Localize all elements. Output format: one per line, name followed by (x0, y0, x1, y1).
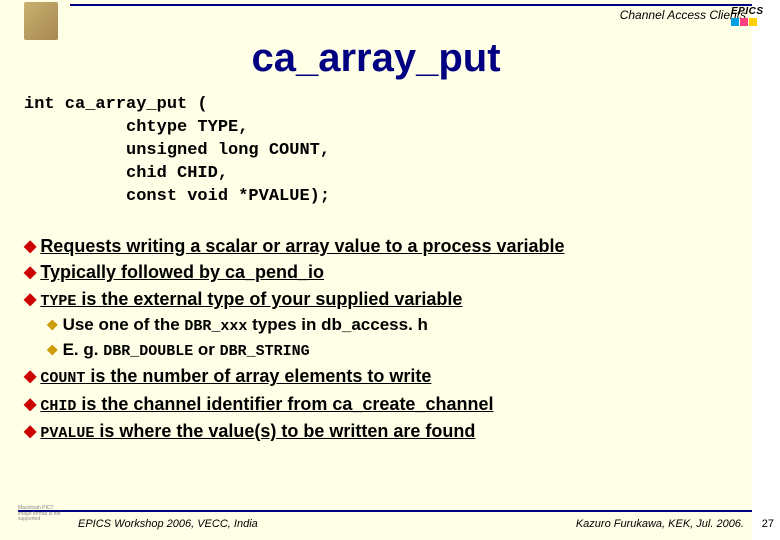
diamond-icon: ◆ (24, 421, 36, 443)
bullet-2: ◆ Typically followed by ca_pend_io (24, 260, 742, 284)
footer-left: EPICS Workshop 2006, VECC, India (78, 518, 258, 530)
code-signature: int ca_array_put ( chtype TYPE, unsigned… (24, 94, 330, 209)
bullet-3-text: TYPE is the external type of your suppli… (40, 287, 462, 312)
header-rule (70, 4, 752, 6)
diamond-icon: ◆ (24, 236, 36, 258)
bullet-3a: ❖ Use one of the DBR_xxx types in db_acc… (46, 314, 742, 337)
bullet-4: ◆ COUNT is the number of array elements … (24, 364, 742, 389)
code-line-4: chid CHID, (24, 163, 330, 186)
epics-logo: EPICS (731, 6, 776, 26)
code-line-1: int ca_array_put ( (24, 94, 330, 117)
epics-blocks (731, 18, 776, 26)
epics-block-1 (731, 18, 739, 26)
slide: Channel Access Clients EPICS ca_array_pu… (0, 0, 780, 540)
header-topic: Channel Access Clients (620, 8, 746, 22)
code-line-3: unsigned long COUNT, (24, 140, 330, 163)
slide-title: ca_array_put (0, 36, 752, 81)
footer-rule (18, 510, 752, 512)
diamond-icon: ◆ (24, 366, 36, 388)
diamond-icon: ◆ (24, 394, 36, 416)
epics-text: EPICS (731, 6, 776, 17)
footer-right: Kazuro Furukawa, KEK, Jul. 2006. (576, 518, 744, 530)
bullet-list: ◆ Requests writing a scalar or array val… (24, 234, 742, 446)
sub-diamond-icon: ❖ (46, 316, 59, 335)
bullet-2-text: Typically followed by ca_pend_io (40, 260, 324, 284)
bullet-6-text: PVALUE is where the value(s) to be writt… (40, 419, 475, 444)
bullet-3a-text: Use one of the DBR_xxx types in db_acces… (63, 314, 428, 337)
bullet-5: ◆ CHID is the channel identifier from ca… (24, 392, 742, 417)
epics-block-2 (740, 18, 748, 26)
bullet-4-text: COUNT is the number of array elements to… (40, 364, 431, 389)
code-line-5: const void *PVALUE); (24, 186, 330, 209)
footer-placeholder-icon: Macintosh PICT image format is not suppo… (18, 506, 68, 534)
code-line-2: chtype TYPE, (24, 117, 330, 140)
bullet-3b: ❖ E. g. DBR_DOUBLE or DBR_STRING (46, 339, 742, 362)
bullet-6: ◆ PVALUE is where the value(s) to be wri… (24, 419, 742, 444)
page-number: 27 (762, 518, 774, 530)
bullet-1-text: Requests writing a scalar or array value… (40, 234, 564, 258)
org-logo (24, 2, 58, 40)
bullet-3b-text: E. g. DBR_DOUBLE or DBR_STRING (63, 339, 310, 362)
diamond-icon: ◆ (24, 289, 36, 311)
bullet-5-text: CHID is the channel identifier from ca_c… (40, 392, 493, 417)
diamond-icon: ◆ (24, 262, 36, 284)
sub-diamond-icon: ❖ (46, 341, 59, 360)
epics-block-3 (749, 18, 757, 26)
bullet-1: ◆ Requests writing a scalar or array val… (24, 234, 742, 258)
bullet-3: ◆ TYPE is the external type of your supp… (24, 287, 742, 312)
